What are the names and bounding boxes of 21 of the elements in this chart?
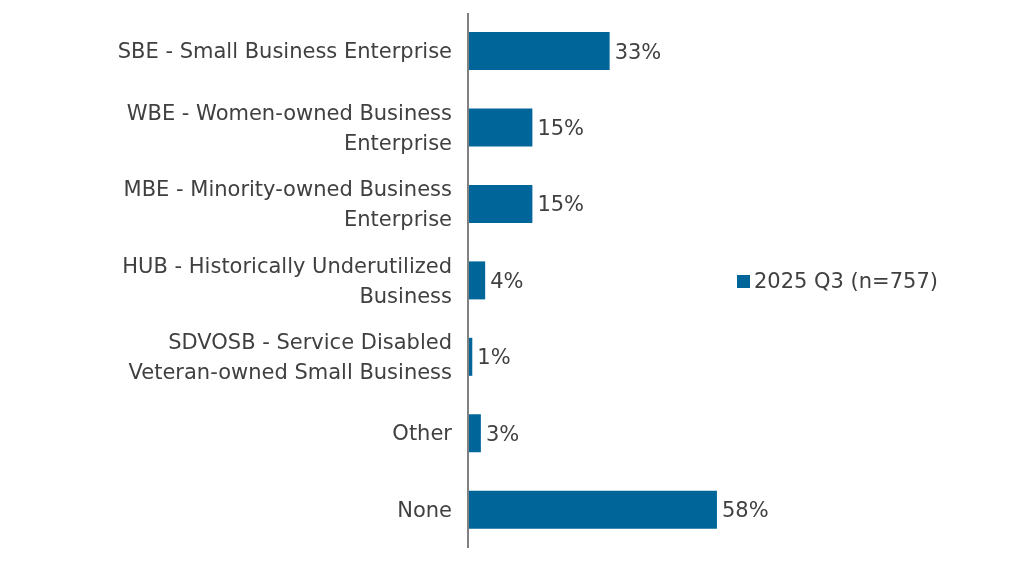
bar (468, 32, 610, 71)
data-label: 1% (477, 345, 511, 370)
y-tick-label: SBE - Small Business Enterprise (117, 39, 452, 64)
y-tick-label: Other (392, 421, 453, 446)
y-tick-label: MBE - Minority-owned Business Enterprise (123, 177, 452, 232)
bar (468, 261, 486, 300)
data-label: 33% (614, 39, 662, 64)
data-label: 58% (721, 498, 769, 523)
bar (468, 184, 533, 223)
data-label: 15% (537, 192, 585, 217)
data-label: 15% (537, 115, 585, 140)
data-label: 3% (485, 421, 520, 446)
y-tick-label: WBE - Women-owned Business Enterprise (126, 100, 452, 155)
legend-label: 2025 Q3 (n=757) (753, 268, 938, 293)
data-label: 4% (490, 268, 524, 293)
y-tick-label: None (397, 497, 452, 522)
y-tick-label: HUB - Historically Underutilized Business (122, 253, 452, 308)
bar (468, 490, 717, 529)
bar (468, 414, 481, 453)
y-tick-label: SDVOSB - Service Disabled Veteran-owned Small Business (128, 329, 452, 384)
bar (468, 108, 533, 147)
